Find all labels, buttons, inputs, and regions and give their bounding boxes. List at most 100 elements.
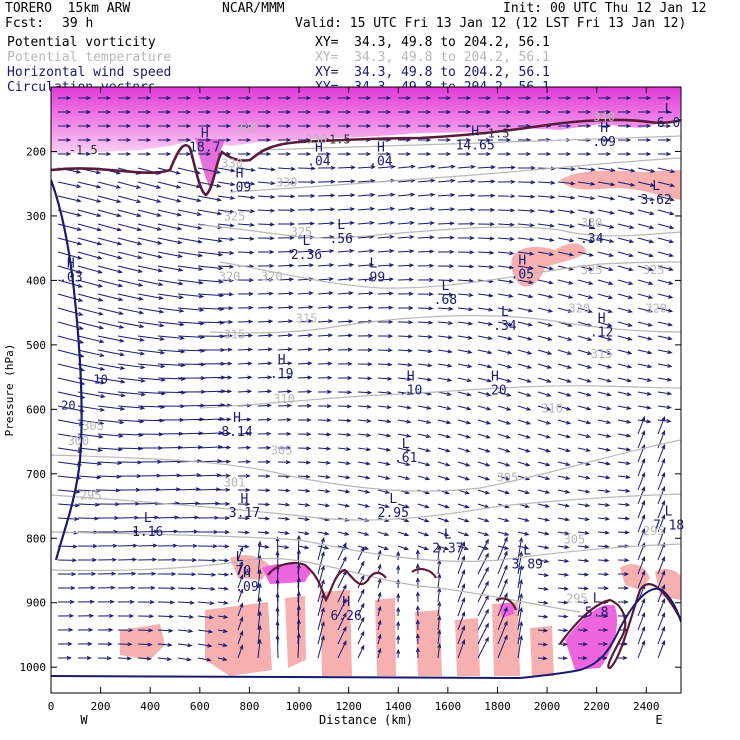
hl-value: .04 xyxy=(307,154,331,169)
wind-vector xyxy=(258,137,272,143)
wind-vector xyxy=(217,278,235,283)
hl-letter: H xyxy=(236,166,244,181)
wind-vector xyxy=(437,461,451,467)
wind-vector xyxy=(277,208,296,213)
wind-vector xyxy=(457,193,476,198)
wind-vector xyxy=(457,278,475,283)
wind-vector xyxy=(297,432,312,437)
wind-vector xyxy=(658,109,672,115)
wind-vector xyxy=(477,307,494,312)
wind-vector xyxy=(77,363,106,371)
wind-vector xyxy=(317,531,330,536)
wind-vector xyxy=(257,540,262,561)
wind-vector xyxy=(197,572,217,577)
wind-vector xyxy=(157,487,181,492)
wind-vector xyxy=(297,333,314,338)
wind-vector xyxy=(317,607,325,631)
wind-vector xyxy=(557,251,575,257)
hl-value: .10 xyxy=(399,383,422,398)
wind-vector xyxy=(477,391,492,397)
legend-wind-label: Horizontal wind speed xyxy=(7,65,172,80)
wind-vector xyxy=(177,223,203,230)
wind-vector xyxy=(557,586,569,591)
wind-vector xyxy=(517,293,534,299)
wind-vector xyxy=(637,458,646,477)
theta-contour-label: 320 xyxy=(219,269,241,283)
pv-light-blob xyxy=(120,624,165,660)
wind-vector xyxy=(77,502,101,507)
wind-vector xyxy=(397,545,410,551)
wind-vector xyxy=(297,545,310,550)
wind-vector xyxy=(297,249,315,254)
wind-vector xyxy=(58,151,72,157)
wind-vector xyxy=(437,629,442,645)
wind-vector xyxy=(657,640,666,659)
wind-vector xyxy=(337,418,352,423)
wind-vector xyxy=(578,123,592,129)
wind-vector xyxy=(117,209,142,218)
wind-vector xyxy=(77,181,102,189)
wind-vector xyxy=(497,363,513,369)
wind-vector xyxy=(457,583,466,603)
wind-vector xyxy=(97,349,125,357)
hl-value: .09 xyxy=(228,180,251,195)
wind-vector xyxy=(477,179,496,184)
hl-value: .19 xyxy=(270,367,293,382)
wind-vector xyxy=(377,619,382,631)
wind-vector xyxy=(277,347,293,352)
wind-vector xyxy=(377,633,382,645)
wind-vector xyxy=(477,222,496,227)
wind-vector xyxy=(417,178,436,183)
wind-vector xyxy=(97,642,113,647)
wind-vector xyxy=(217,501,231,506)
wind-vector xyxy=(658,123,672,129)
wind-vector xyxy=(458,137,472,143)
wind-vector xyxy=(497,447,511,453)
wind-vector xyxy=(298,151,312,157)
wind-vector xyxy=(437,447,451,453)
pv-contour xyxy=(495,597,518,611)
wind-vector xyxy=(137,614,155,619)
wind-vector xyxy=(497,550,508,575)
theta-contour-label: 345 xyxy=(236,121,258,135)
header-model: TORERO 15km ARW xyxy=(5,1,131,16)
x-tick-label: 2200 xyxy=(583,700,610,713)
pv-light-blob xyxy=(285,596,306,668)
wind-vector xyxy=(317,404,333,409)
wind-vector xyxy=(397,206,416,211)
wind-vector xyxy=(397,334,414,339)
wind-vector xyxy=(457,164,476,169)
wind-vector xyxy=(577,489,591,494)
wind-vector xyxy=(177,501,201,506)
wind-vector xyxy=(77,265,103,274)
wind-vector xyxy=(297,221,316,226)
wind-vector xyxy=(157,181,182,189)
wind-vector xyxy=(117,223,143,232)
wind-vector xyxy=(157,543,178,548)
pv-contours-low xyxy=(267,561,681,670)
wind-vector xyxy=(277,417,292,422)
wind-vector xyxy=(117,571,137,576)
wind-vector xyxy=(417,503,430,509)
wind-vector xyxy=(577,307,594,313)
wind-vector xyxy=(337,305,354,310)
wind-vector xyxy=(257,319,274,324)
header-fcst-label: Fcst: xyxy=(5,16,45,31)
wind-vector xyxy=(77,321,105,330)
wind-vector xyxy=(77,251,103,260)
wind-vector xyxy=(257,263,275,268)
theta-contour xyxy=(229,157,681,193)
wind-vector xyxy=(617,516,631,521)
wind-vector xyxy=(557,363,573,369)
wind-vector xyxy=(497,606,508,631)
wind-vector xyxy=(357,248,375,253)
wind-vector xyxy=(237,602,244,617)
wind-vector xyxy=(217,181,236,187)
wind-vector xyxy=(458,109,472,115)
wind-vector xyxy=(417,249,435,254)
wind-vector xyxy=(177,237,203,244)
wind-vector xyxy=(415,619,420,631)
theta-contour-label: 305 xyxy=(564,532,586,546)
wind-vector xyxy=(277,221,296,227)
wind-vector xyxy=(497,517,510,523)
